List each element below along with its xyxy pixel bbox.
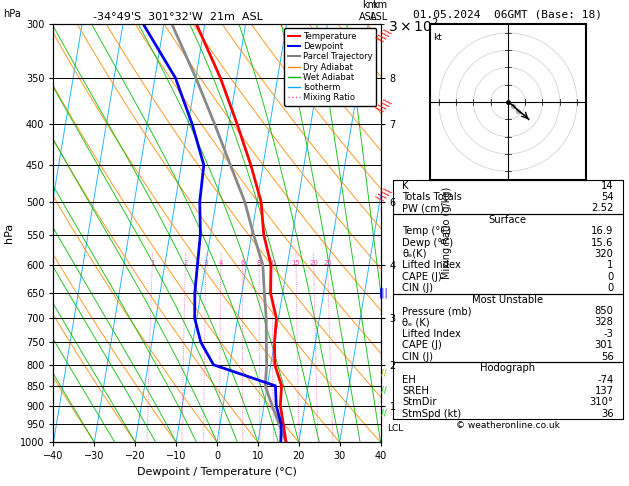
Text: \\\\: \\\\ [375,27,393,45]
Text: CAPE (J): CAPE (J) [403,340,442,350]
Text: Surface: Surface [489,215,527,225]
Text: Temp (°C): Temp (°C) [403,226,452,236]
Text: 301: 301 [594,340,613,350]
Text: K: K [403,180,409,191]
Text: 2.52: 2.52 [591,203,613,213]
Text: hPa: hPa [3,9,21,19]
Text: 54: 54 [601,192,613,202]
Text: Totals Totals: Totals Totals [403,192,462,202]
Text: |||: ||| [379,287,389,298]
Text: //: // [381,409,387,418]
Legend: Temperature, Dewpoint, Parcel Trajectory, Dry Adiabat, Wet Adiabat, Isotherm, Mi: Temperature, Dewpoint, Parcel Trajectory… [284,29,376,105]
Text: 4: 4 [219,260,223,266]
Text: 56: 56 [601,352,613,362]
Text: \\\\: \\\\ [375,186,393,204]
Text: Most Unstable: Most Unstable [472,295,543,305]
Text: kt: kt [433,33,442,42]
Text: 0: 0 [607,283,613,293]
Text: 137: 137 [594,386,613,396]
Text: SREH: SREH [403,386,429,396]
Text: -74: -74 [598,375,613,384]
Text: 2: 2 [183,260,187,266]
Text: 15: 15 [292,260,301,266]
Text: km
ASL: km ASL [370,0,389,22]
Text: 36: 36 [601,409,613,419]
Text: 6: 6 [241,260,245,266]
Text: 1: 1 [150,260,155,266]
Text: 10: 10 [267,260,276,266]
Text: 14: 14 [601,180,613,191]
Text: 850: 850 [594,306,613,316]
Text: 25: 25 [323,260,332,266]
Text: 01.05.2024  06GMT (Base: 18): 01.05.2024 06GMT (Base: 18) [413,9,603,19]
Text: StmSpd (kt): StmSpd (kt) [403,409,462,419]
Text: 0: 0 [607,272,613,282]
Text: Dewp (°C): Dewp (°C) [403,238,454,247]
Text: StmDir: StmDir [403,398,437,407]
X-axis label: Dewpoint / Temperature (°C): Dewpoint / Temperature (°C) [137,467,297,477]
Text: -3: -3 [604,329,613,339]
Text: PW (cm): PW (cm) [403,203,444,213]
Text: Pressure (mb): Pressure (mb) [403,306,472,316]
Text: LCL: LCL [387,424,403,433]
Text: 3: 3 [204,260,208,266]
Text: 328: 328 [594,317,613,328]
Text: 15.6: 15.6 [591,238,613,247]
Text: θₑ(K): θₑ(K) [403,249,427,259]
Text: Hodograph: Hodograph [481,363,535,373]
Y-axis label: hPa: hPa [4,223,14,243]
Y-axis label: Mixing Ratio (g/kg): Mixing Ratio (g/kg) [442,187,452,279]
Text: Lifted Index: Lifted Index [403,329,461,339]
Text: -34°49'S  301°32'W  21m  ASL: -34°49'S 301°32'W 21m ASL [92,12,262,22]
Text: //: // [381,385,387,395]
Text: 310°: 310° [589,398,613,407]
Text: \\\\: \\\\ [375,98,393,115]
Text: 8: 8 [257,260,261,266]
Text: EH: EH [403,375,416,384]
Text: CIN (J): CIN (J) [403,283,433,293]
Text: //: // [381,369,387,378]
Text: CIN (J): CIN (J) [403,352,433,362]
Text: CAPE (J): CAPE (J) [403,272,442,282]
Text: 16.9: 16.9 [591,226,613,236]
Text: 320: 320 [594,249,613,259]
Text: Lifted Index: Lifted Index [403,260,461,270]
Text: 20: 20 [309,260,318,266]
Text: θₑ (K): θₑ (K) [403,317,430,328]
Text: © weatheronline.co.uk: © weatheronline.co.uk [456,421,560,430]
Text: 1: 1 [607,260,613,270]
Text: km
ASL: km ASL [359,0,377,22]
